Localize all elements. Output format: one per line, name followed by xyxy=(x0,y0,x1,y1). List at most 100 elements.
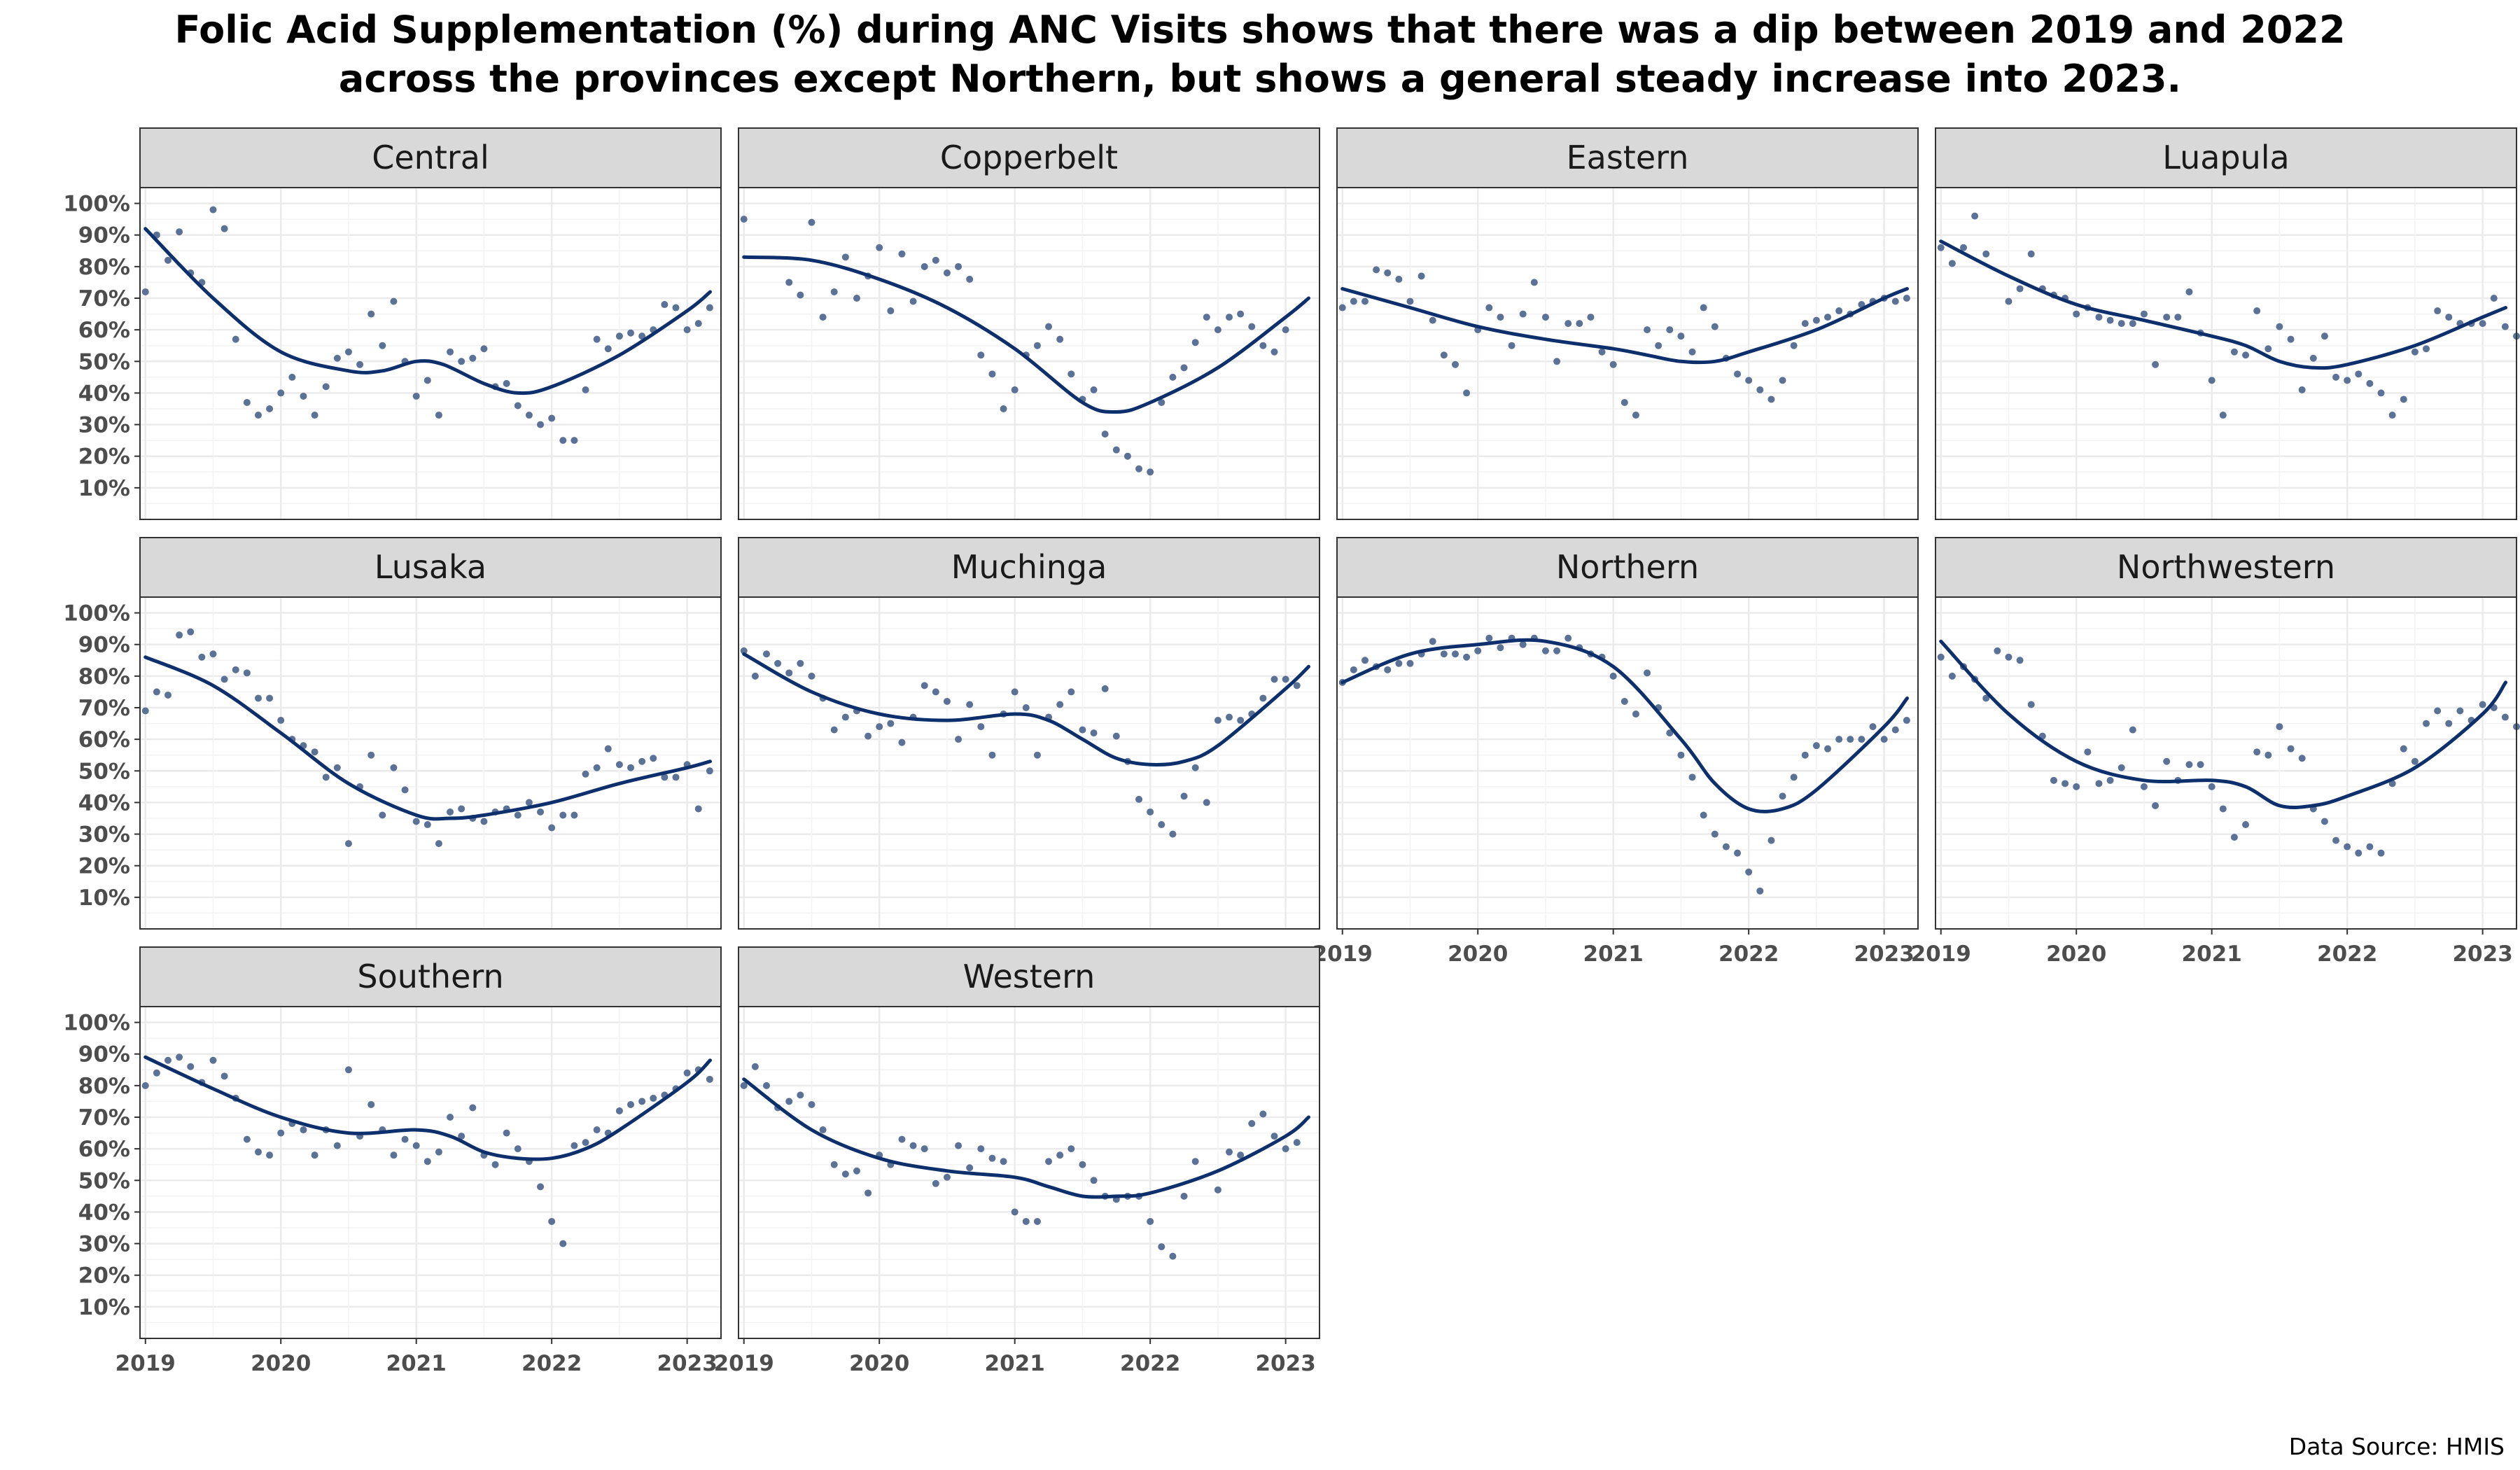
data-point xyxy=(1293,1139,1301,1147)
data-point xyxy=(785,279,793,286)
data-point xyxy=(830,726,838,734)
data-point xyxy=(1632,412,1639,419)
data-point xyxy=(2230,834,2238,841)
data-point xyxy=(627,1100,635,1108)
data-point xyxy=(537,808,545,816)
data-point xyxy=(1169,830,1177,838)
data-point xyxy=(2219,412,2227,419)
data-point xyxy=(1350,298,1357,305)
data-point xyxy=(785,669,793,677)
data-point xyxy=(672,774,680,781)
panel-strip-label: Copperbelt xyxy=(940,139,1118,176)
panel-strip-label: Eastern xyxy=(1567,139,1689,176)
data-point xyxy=(1812,742,1820,750)
panel-strip-label: Muchinga xyxy=(951,548,1107,586)
data-point xyxy=(368,751,375,759)
data-point xyxy=(1090,386,1098,393)
x-tick-label: 2020 xyxy=(849,1351,909,1376)
panel-border xyxy=(738,187,1320,520)
data-point xyxy=(2185,288,2193,295)
data-point xyxy=(2163,314,2171,321)
panel-strip-label: Western xyxy=(963,958,1096,995)
data-point xyxy=(2129,726,2136,734)
panel-background xyxy=(1935,188,2516,519)
data-point xyxy=(582,1139,589,1147)
data-point xyxy=(1000,1158,1007,1166)
x-tick-label: 2019 xyxy=(115,1351,176,1376)
data-point xyxy=(988,370,996,378)
data-point xyxy=(1711,323,1718,330)
data-point xyxy=(2400,396,2407,403)
data-point xyxy=(2152,360,2160,368)
panel-copperbelt: Copperbelt xyxy=(738,127,1320,520)
data-point xyxy=(288,373,296,381)
data-point xyxy=(2073,310,2080,318)
trend-line xyxy=(742,255,1310,414)
data-point xyxy=(1519,310,1527,318)
data-point xyxy=(1677,751,1685,759)
data-point xyxy=(1033,342,1041,349)
data-point xyxy=(1270,1133,1278,1140)
data-point xyxy=(2016,657,2024,664)
data-point xyxy=(830,288,838,295)
x-tick-label: 2021 xyxy=(386,1351,447,1376)
data-point xyxy=(650,1094,657,1102)
panel-strip xyxy=(738,946,1320,1007)
data-point xyxy=(2377,849,2385,857)
data-point xyxy=(887,307,895,315)
y-tick-label: 80% xyxy=(78,255,130,280)
trend-line xyxy=(742,652,1310,767)
x-tick-label: 2021 xyxy=(985,1351,1045,1376)
y-tick-label: 10% xyxy=(78,476,130,501)
data-point xyxy=(525,412,533,419)
x-tick-label: 2019 xyxy=(1312,941,1373,967)
panel-background xyxy=(738,1007,1320,1338)
panel-muchinga: Muchinga xyxy=(738,537,1320,930)
data-point xyxy=(1169,373,1177,381)
x-tick-label: 2022 xyxy=(1718,941,1779,967)
data-point xyxy=(2073,783,2080,790)
data-point xyxy=(751,1063,759,1070)
data-point xyxy=(582,770,589,778)
data-point xyxy=(1395,275,1403,283)
data-point xyxy=(1237,1152,1245,1159)
data-point xyxy=(2174,314,2182,321)
data-point xyxy=(1440,351,1448,359)
data-point xyxy=(1541,647,1549,654)
data-point xyxy=(977,723,985,731)
data-point xyxy=(1418,272,1425,280)
panel-border xyxy=(1336,596,1919,930)
trend-line xyxy=(742,1077,1310,1199)
data-point xyxy=(1463,653,1471,661)
data-point xyxy=(1768,836,1775,844)
data-point xyxy=(898,738,906,746)
data-point xyxy=(1835,307,1843,315)
data-point xyxy=(537,1183,545,1191)
data-point xyxy=(435,412,442,419)
data-point xyxy=(153,688,160,696)
panel-strip-label: Northern xyxy=(1556,548,1699,586)
data-point xyxy=(1756,887,1764,895)
panel-border xyxy=(738,596,1320,930)
data-point xyxy=(1259,1110,1267,1118)
data-point xyxy=(401,786,409,794)
data-point xyxy=(1056,701,1064,708)
data-point xyxy=(1666,326,1674,334)
data-point xyxy=(2050,776,2057,784)
data-point xyxy=(300,392,307,400)
data-point xyxy=(582,386,589,393)
data-point xyxy=(1384,269,1392,276)
data-point xyxy=(762,1082,770,1089)
data-point xyxy=(1858,736,1865,743)
data-point xyxy=(1700,811,1707,819)
data-point xyxy=(2298,755,2306,762)
data-point xyxy=(841,253,849,261)
trend-line xyxy=(1340,638,1909,813)
y-tick-label: 40% xyxy=(78,381,130,406)
panel-strip-label: Luapula xyxy=(2162,139,2289,176)
data-point xyxy=(1869,723,1877,731)
y-tick-label: 60% xyxy=(78,1137,130,1162)
data-point xyxy=(379,811,386,819)
data-point xyxy=(2366,379,2374,387)
data-point xyxy=(2344,843,2351,850)
